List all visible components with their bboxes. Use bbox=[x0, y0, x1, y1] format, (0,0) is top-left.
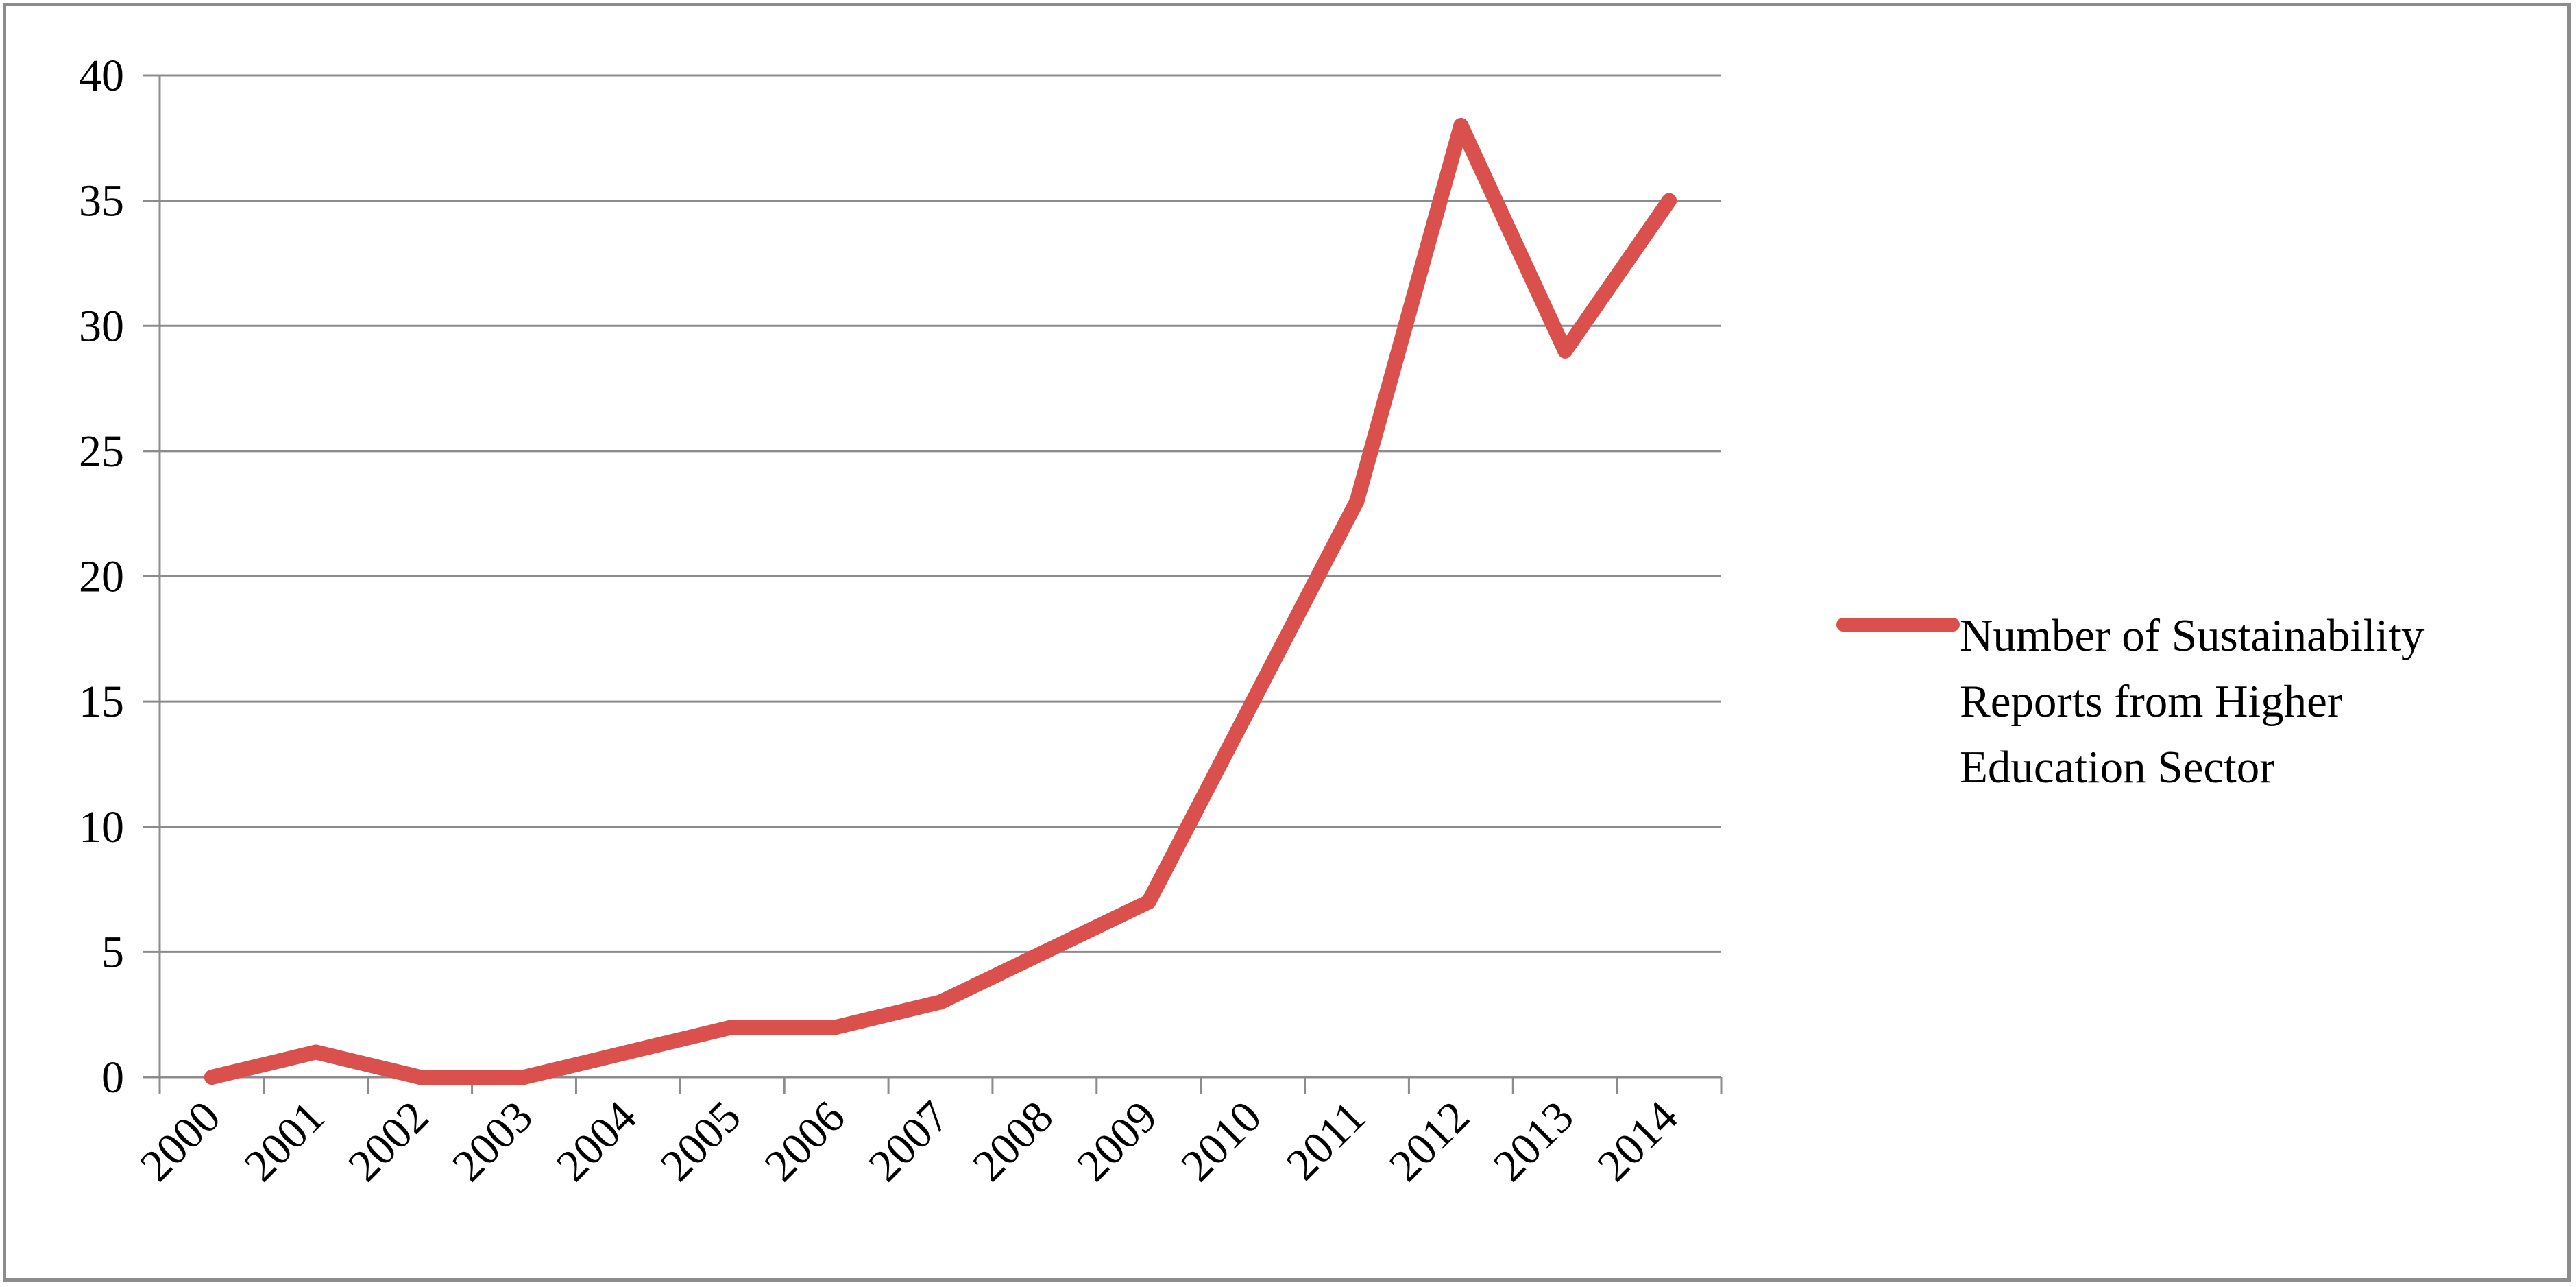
x-tick-label: 2001 bbox=[234, 1092, 334, 1191]
data-point bbox=[1453, 118, 1469, 134]
data-point bbox=[620, 1044, 636, 1060]
data-point bbox=[1557, 343, 1573, 359]
legend-swatch bbox=[1836, 611, 1960, 638]
y-tick-label: 30 bbox=[79, 301, 124, 351]
x-tick-label: 2010 bbox=[1171, 1092, 1271, 1191]
data-point bbox=[725, 1019, 740, 1035]
data-point bbox=[829, 1019, 845, 1035]
x-tick-label: 2011 bbox=[1277, 1092, 1375, 1190]
x-tick-label: 2009 bbox=[1067, 1092, 1167, 1191]
axes bbox=[143, 74, 1723, 1094]
x-tick-label: 2013 bbox=[1484, 1092, 1583, 1191]
series-lines bbox=[204, 118, 1677, 1085]
gridlines bbox=[160, 74, 1721, 953]
data-point bbox=[1662, 193, 1677, 208]
data-point bbox=[412, 1070, 428, 1085]
data-point bbox=[308, 1044, 324, 1060]
y-tick-label: 20 bbox=[79, 552, 124, 602]
y-tick-label: 35 bbox=[79, 176, 124, 226]
data-point bbox=[1245, 694, 1261, 710]
x-tick-label: 2006 bbox=[755, 1092, 855, 1191]
x-tick-label: 2000 bbox=[131, 1092, 230, 1191]
legend-label: Number of Sustainability Reports from Hi… bbox=[1960, 610, 2425, 793]
y-tick-label: 5 bbox=[101, 927, 124, 977]
series-line bbox=[204, 118, 1677, 1085]
x-tick-label: 2004 bbox=[547, 1092, 646, 1191]
y-tick-label: 10 bbox=[79, 802, 124, 852]
y-tick-label: 25 bbox=[79, 426, 124, 477]
y-tick-label: 15 bbox=[79, 677, 124, 727]
x-tick-label: 2007 bbox=[860, 1092, 959, 1191]
x-tick-label: 2003 bbox=[443, 1092, 542, 1191]
data-point bbox=[1349, 493, 1365, 509]
legend: Number of Sustainability Reports from Hi… bbox=[1836, 603, 2563, 800]
y-tick-label: 40 bbox=[79, 51, 124, 101]
data-point bbox=[933, 994, 948, 1010]
y-tick-label: 0 bbox=[101, 1053, 124, 1103]
data-point bbox=[1036, 944, 1052, 960]
x-tick-label: 2008 bbox=[964, 1092, 1063, 1191]
data-point bbox=[1141, 894, 1156, 910]
x-tick-label: 2012 bbox=[1380, 1092, 1479, 1191]
x-tick-label: 2005 bbox=[651, 1092, 751, 1191]
chart-frame: 0 5 10 15 20 25 30 35 40 2000 2001 2002 2003 2004 200… bbox=[3, 3, 2571, 1282]
data-point bbox=[516, 1070, 532, 1085]
y-tick-labels: 0 5 10 15 20 25 30 35 40 bbox=[79, 51, 124, 1103]
x-tick-labels: 2000 2001 2002 2003 2004 2005 2006 2007 2008 2009… bbox=[131, 1092, 1688, 1191]
x-tick-label: 2002 bbox=[339, 1092, 438, 1191]
data-point bbox=[204, 1070, 219, 1085]
x-tick-label: 2014 bbox=[1588, 1092, 1688, 1191]
